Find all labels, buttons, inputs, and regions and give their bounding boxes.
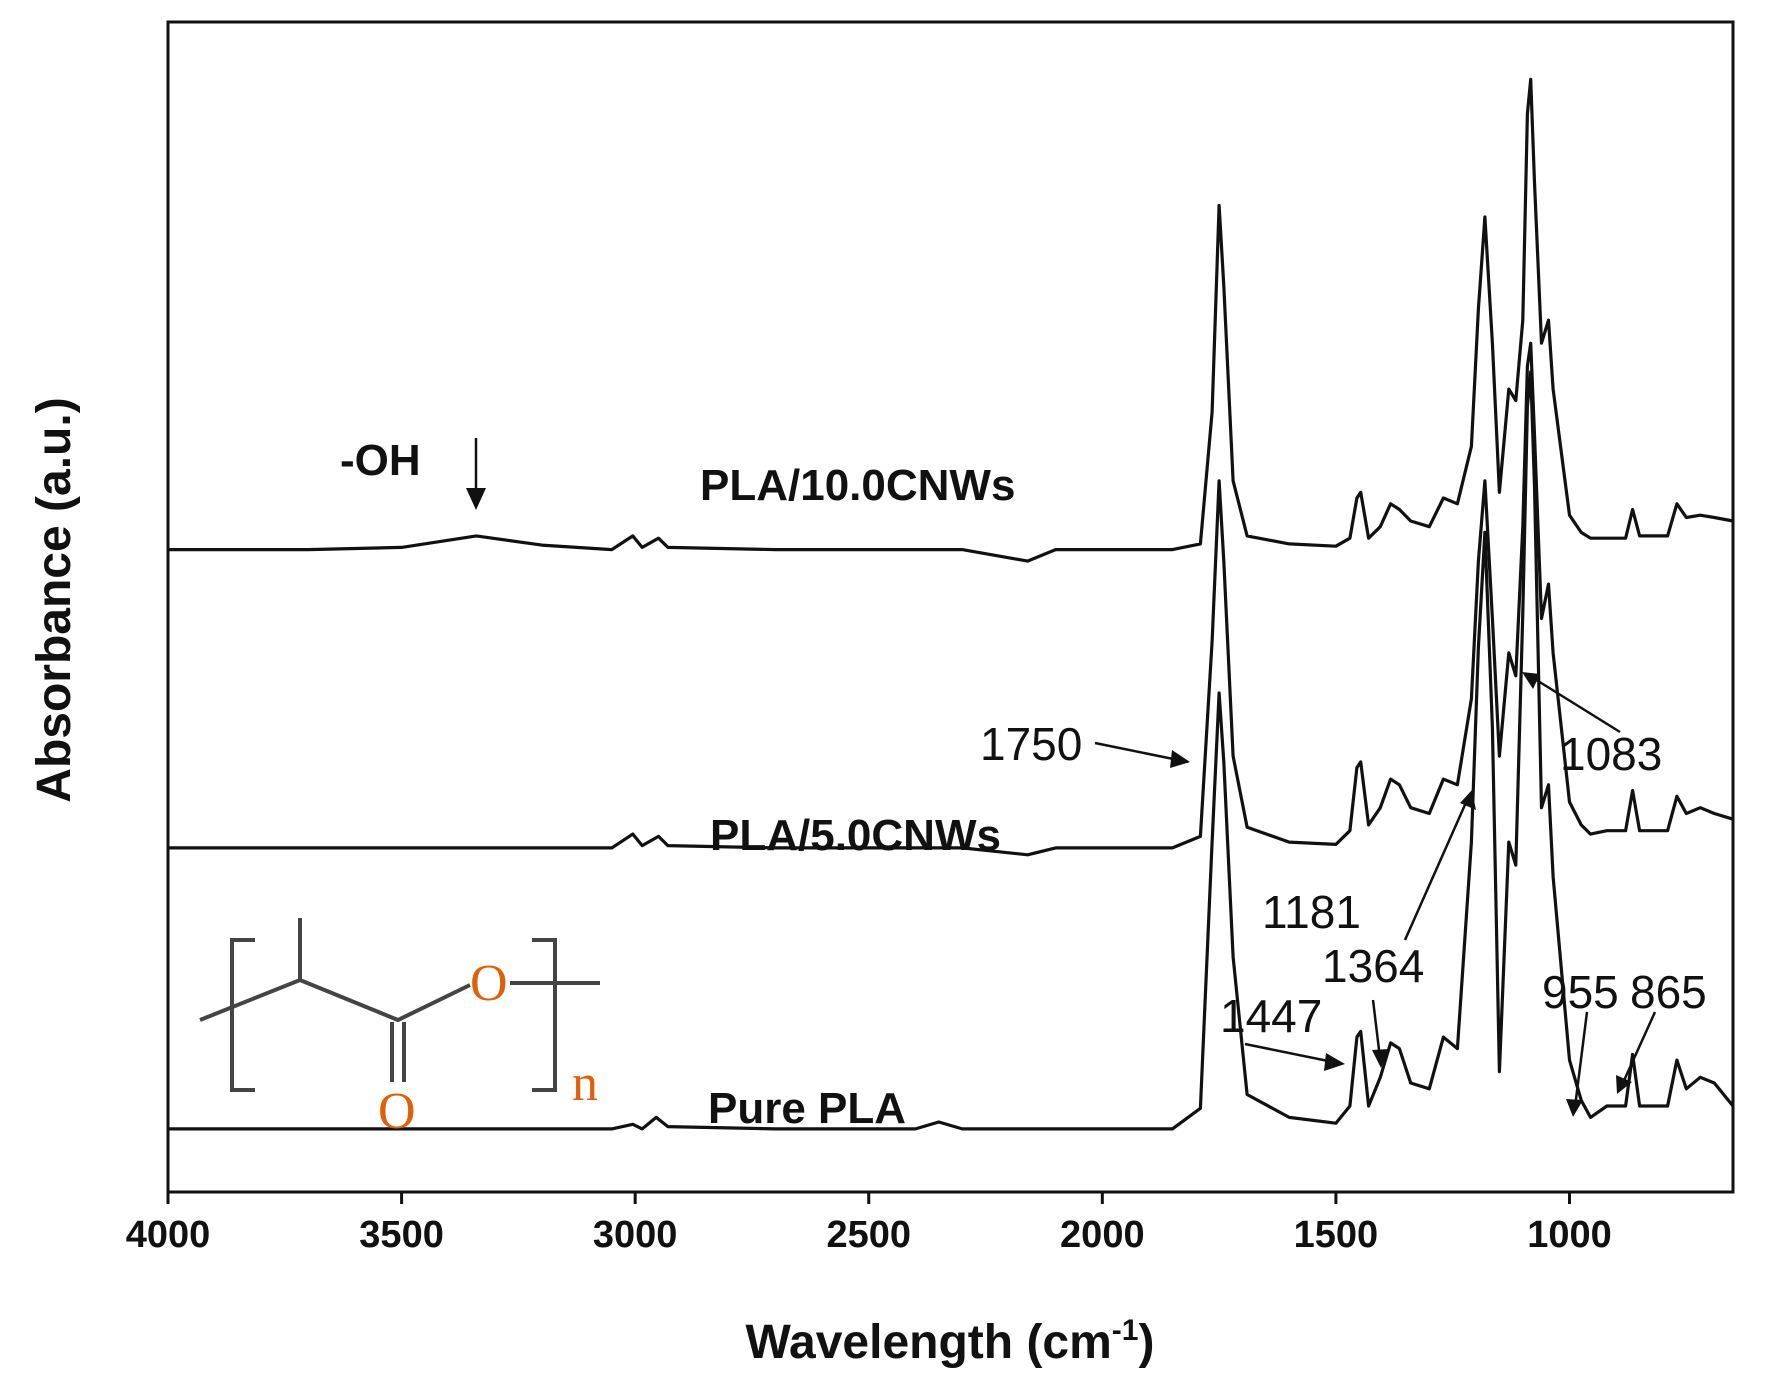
arrow-head-1083 bbox=[1522, 672, 1540, 689]
arrow-1083 bbox=[1529, 674, 1621, 734]
arrow-head-1447 bbox=[1324, 1053, 1345, 1071]
arrow-955 bbox=[1573, 1011, 1589, 1108]
x-tick-label-0: 4000 bbox=[126, 1214, 211, 1256]
spectrum-line-2 bbox=[168, 370, 1735, 1131]
x-tick-label-5: 1500 bbox=[1294, 1214, 1379, 1256]
arrow-head-865 bbox=[1616, 1075, 1632, 1094]
spectrum-line-0 bbox=[168, 77, 1734, 563]
x-axis-ticks: 4000 3500 3000 2500 2000 1500 1000 bbox=[126, 1192, 1612, 1256]
x-tick-label-4: 2000 bbox=[1060, 1214, 1145, 1256]
plot-frame bbox=[166, 20, 1735, 1194]
series-label-pure-pla: Pure PLA bbox=[708, 1084, 906, 1133]
spectra-group bbox=[168, 77, 1735, 1131]
annotation-1447: 1447 bbox=[1220, 990, 1322, 1042]
spectrum-line-1 bbox=[168, 341, 1734, 857]
annotations bbox=[466, 438, 1657, 1117]
arrow-1181 bbox=[1403, 797, 1470, 941]
annotation-955: 955 bbox=[1542, 966, 1619, 1018]
arrow-head-955 bbox=[1566, 1099, 1583, 1117]
y-axis-title: Absorbance (a.u.) bbox=[28, 397, 81, 802]
series-label-pla-5cnws: PLA/5.0CNWs bbox=[710, 811, 1001, 860]
left-bracket bbox=[230, 938, 255, 1092]
arrow-865 bbox=[1620, 1011, 1657, 1086]
annotation-oh: -OH bbox=[340, 436, 421, 485]
arrow-1364 bbox=[1371, 999, 1382, 1059]
annotation-865: 865 bbox=[1630, 966, 1707, 1018]
pla-structure-inset bbox=[199, 918, 600, 1092]
annotation-1364: 1364 bbox=[1322, 940, 1424, 992]
annotation-1181: 1181 bbox=[1262, 886, 1361, 938]
x-tick-label-1: 3500 bbox=[359, 1214, 444, 1256]
right-bracket bbox=[532, 938, 557, 1092]
annotation-1083: 1083 bbox=[1560, 728, 1662, 780]
x-axis-title: Wavelength (cm-1) bbox=[746, 1314, 1155, 1369]
series-label-pla-10cnws: PLA/10.0CNWs bbox=[700, 461, 1015, 510]
arrow-head-1181 bbox=[1460, 790, 1476, 810]
oh-arrow-head bbox=[466, 488, 486, 510]
arrow-head-1750 bbox=[1170, 750, 1190, 768]
arrow-head-1364 bbox=[1372, 1049, 1389, 1068]
x-tick-label-6: 1000 bbox=[1527, 1214, 1612, 1256]
structure-ester-oxygen: O bbox=[470, 955, 508, 1012]
structure-subscript-n: n bbox=[572, 1055, 598, 1112]
backbone-bond bbox=[199, 977, 471, 1023]
x-tick-label-3: 2500 bbox=[826, 1214, 911, 1256]
arrow-1447 bbox=[1244, 1042, 1339, 1065]
x-tick-label-2: 3000 bbox=[593, 1214, 678, 1256]
annotation-1750: 1750 bbox=[980, 718, 1082, 770]
structure-carbonyl-oxygen: O bbox=[378, 1083, 416, 1140]
